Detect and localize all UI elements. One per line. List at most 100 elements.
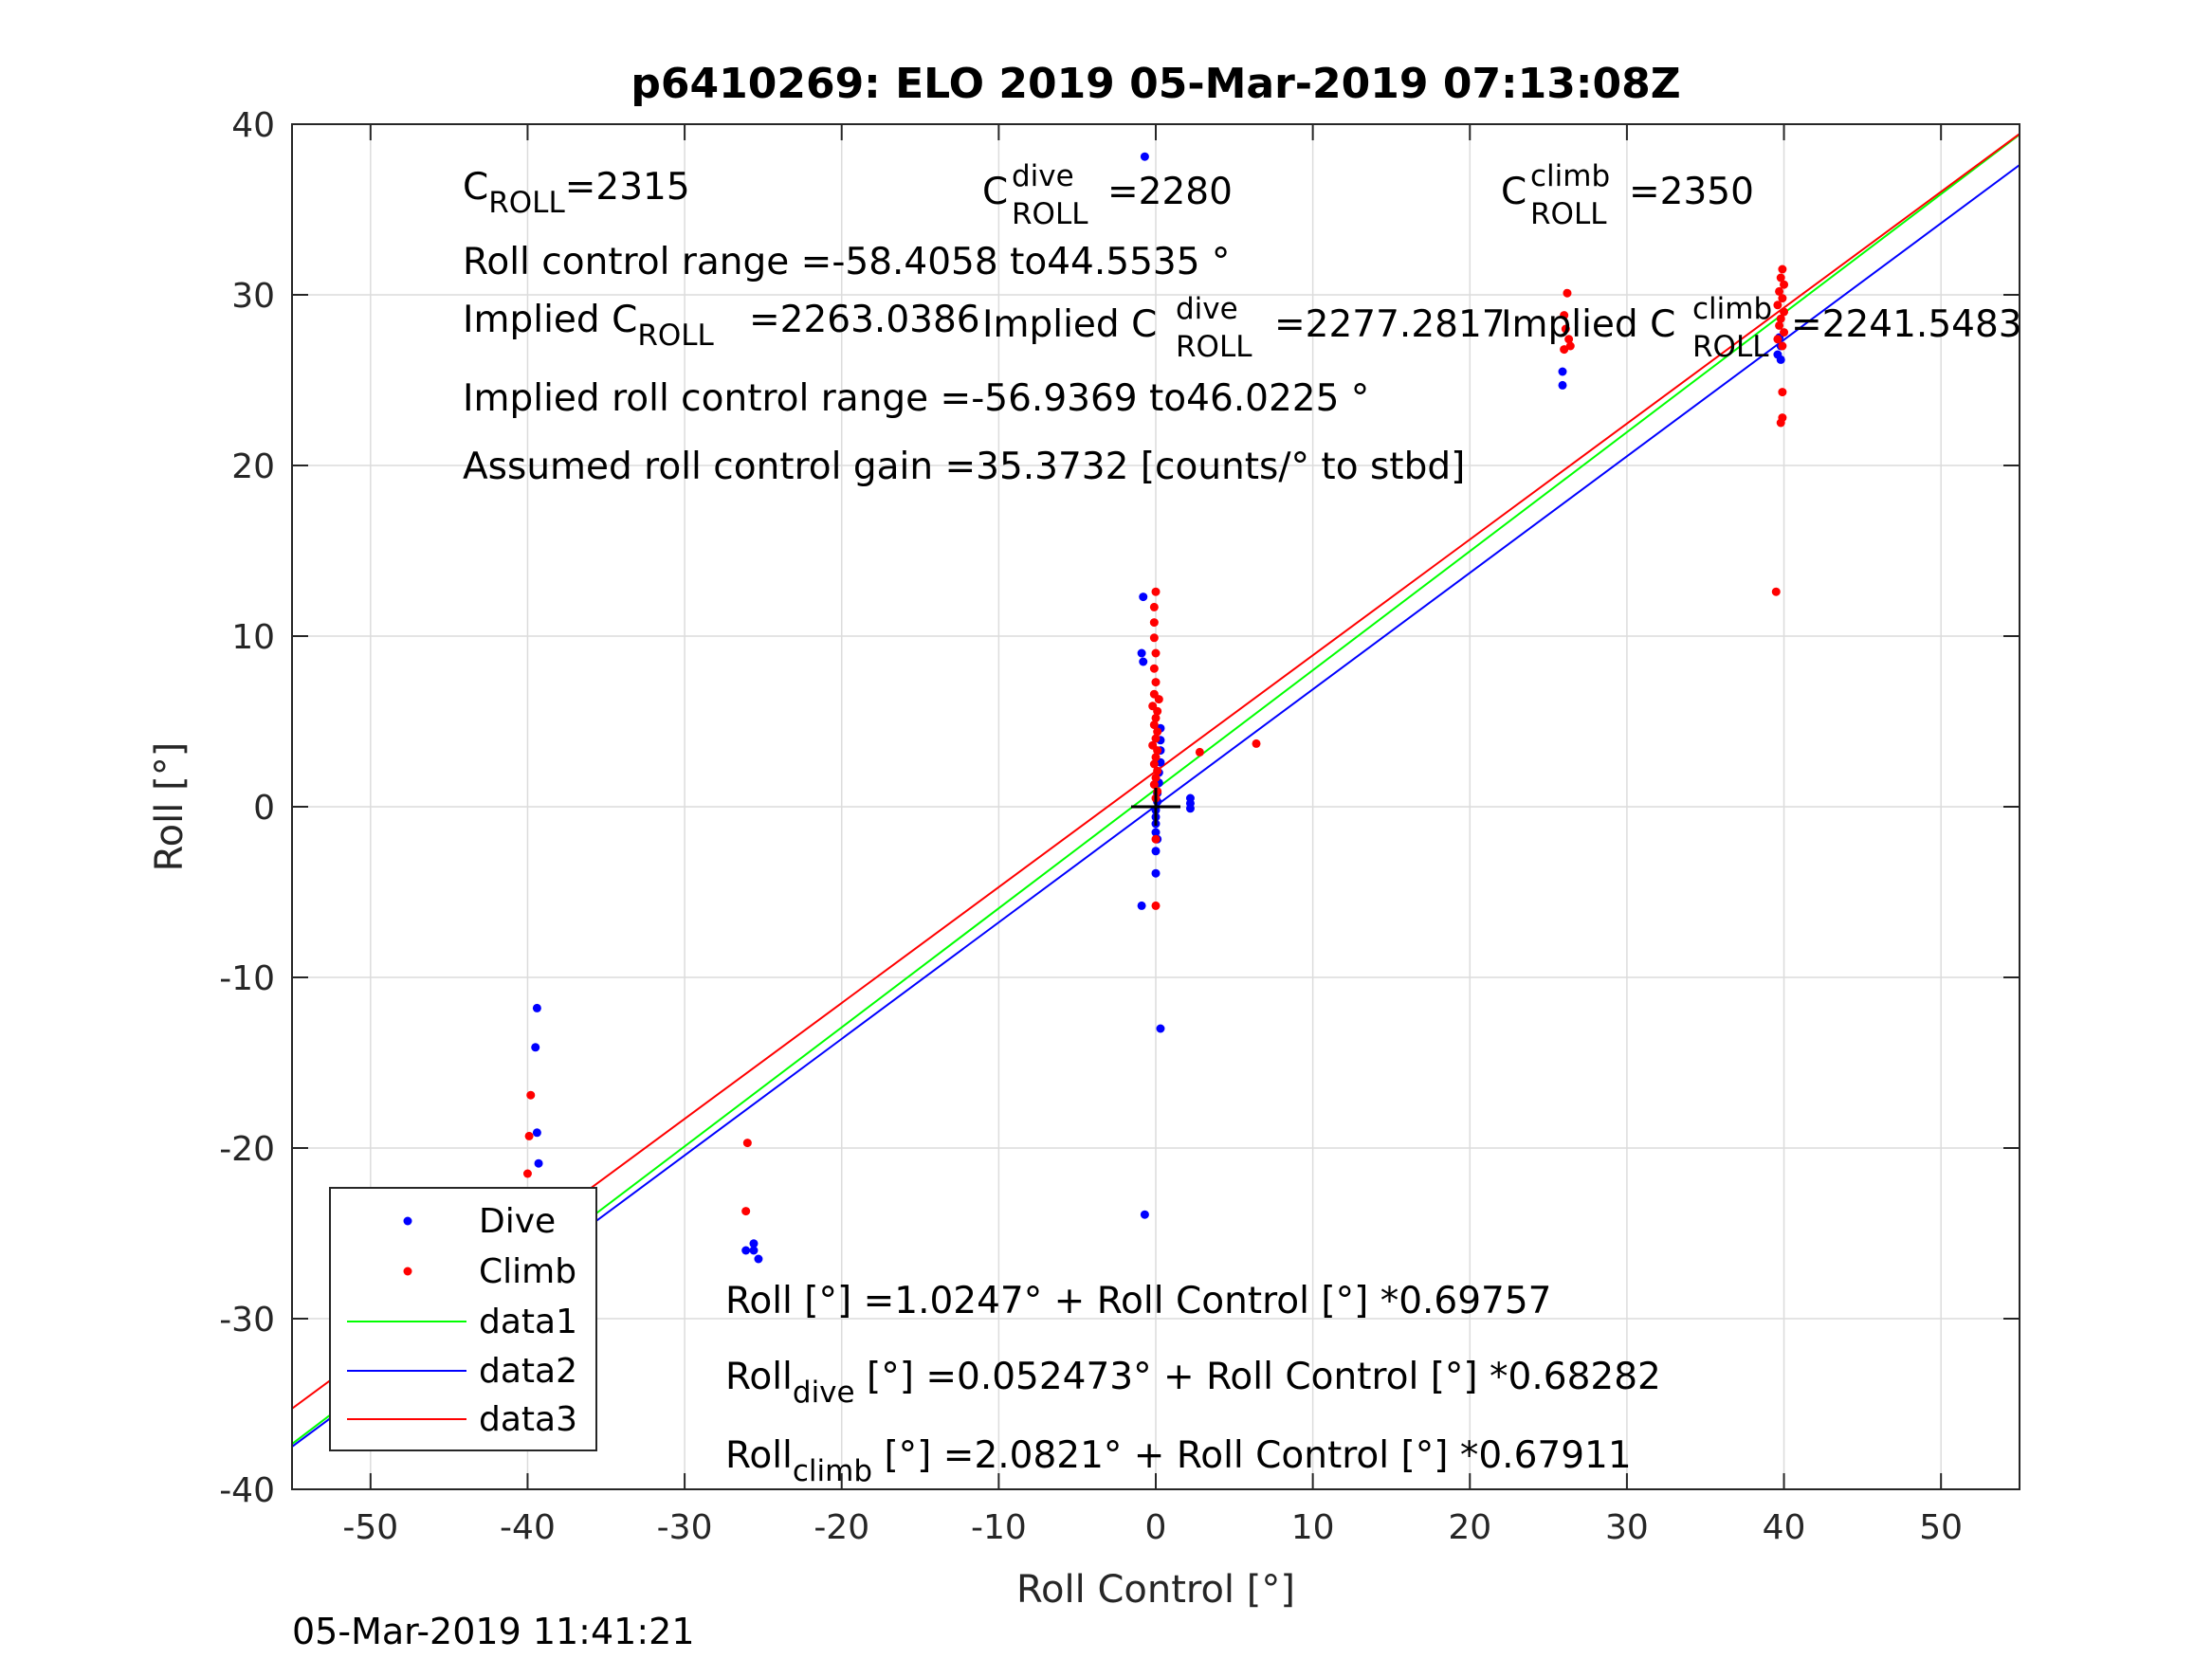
annotations: CROLL=2315 C dive ROLL =2280 C climb ROL… [463, 159, 2022, 1488]
climb-point [1775, 320, 1784, 330]
fit-equation-all: Roll [°] =1.0247° + Roll Control [°] *0.… [725, 1280, 1551, 1322]
x-axis-label: Roll Control [°] [1016, 1568, 1295, 1612]
y-tick-label: 20 [231, 447, 275, 486]
svg-text:climb: climb [1692, 292, 1772, 326]
svg-text:ROLL: ROLL [1012, 197, 1088, 231]
x-tick-label: -20 [814, 1508, 869, 1547]
climb-point [1151, 834, 1161, 844]
dive-point [1151, 868, 1161, 878]
x-tick-label: 50 [1919, 1508, 1963, 1547]
chart-title: p6410269: ELO 2019 05-Mar-2019 07:13:08Z [631, 60, 1680, 108]
climb-point [1775, 286, 1784, 296]
climb-point [741, 1207, 751, 1216]
x-tick-label: 10 [1291, 1508, 1335, 1547]
c-roll-climb-annotation: C climb ROLL =2350 [1501, 159, 1754, 231]
svg-text:dive: dive [1012, 159, 1074, 193]
climb-point [1778, 264, 1787, 274]
implied-c-roll-climb: Implied C climb ROLL =2241.5483 [1501, 292, 2022, 364]
dive-point [1558, 380, 1567, 390]
y-tick-label: -10 [219, 959, 275, 998]
y-tick-label: -20 [219, 1130, 275, 1169]
dive-point [1151, 847, 1161, 856]
climb-point [1154, 695, 1163, 704]
c-roll-annotation: CROLL=2315 [463, 166, 690, 220]
x-tick-label: 20 [1448, 1508, 1491, 1547]
legend: Dive Climb data1 data2 data3 [329, 1187, 597, 1451]
svg-text:dive: dive [1176, 292, 1238, 326]
dive-point [749, 1239, 759, 1249]
svg-text:ROLL: ROLL [1176, 330, 1252, 364]
legend-box [329, 1187, 597, 1451]
y-tick-label: 40 [231, 106, 275, 145]
dive-point [1139, 657, 1148, 666]
y-tick-label: 10 [231, 618, 275, 657]
dive-point [1776, 355, 1785, 364]
implied-roll-control-range: Implied roll control range =-56.9369 to4… [463, 377, 1369, 420]
climb-point [1153, 727, 1162, 737]
dive-point [1137, 901, 1146, 910]
legend-entry-dive: Dive [403, 1202, 556, 1241]
x-tick-label: -50 [342, 1508, 398, 1547]
dive-point [532, 1003, 541, 1012]
legend-entry-data3: data3 [347, 1400, 577, 1439]
climb-point [1151, 648, 1161, 658]
climb-point [1149, 633, 1159, 643]
y-tick-label: 30 [231, 277, 275, 316]
fit-equation-dive: Rolldive [°] =0.052473° + Roll Control [… [725, 1356, 1661, 1410]
center-cross-marker [1131, 788, 1180, 826]
svg-text:ROLL: ROLL [1692, 330, 1769, 364]
legend-label-climb: Climb [479, 1252, 576, 1291]
implied-c-roll-dive: Implied C dive ROLL =2277.2817 [982, 292, 1506, 364]
climb-point [1776, 273, 1785, 283]
svg-text:C: C [982, 171, 1008, 213]
dive-point [1185, 804, 1195, 813]
climb-point [1151, 734, 1161, 743]
climb-point [1153, 746, 1162, 756]
dive-point [1140, 152, 1149, 161]
c-roll-dive-annotation: C dive ROLL =2280 [982, 159, 1233, 231]
legend-label-data1: data1 [479, 1303, 577, 1341]
climb-point [1778, 388, 1787, 397]
climb-point [1778, 294, 1787, 303]
x-tick-label: 30 [1605, 1508, 1649, 1547]
climb-point [1195, 747, 1204, 757]
legend-label-data3: data3 [479, 1400, 577, 1439]
svg-text:=2350: =2350 [1629, 171, 1754, 213]
climb-point [1565, 341, 1575, 351]
dive-point [531, 1043, 540, 1052]
climb-point [1564, 335, 1574, 344]
x-tick-label: -40 [500, 1508, 556, 1547]
climb-point [1149, 618, 1159, 628]
climb-point [1778, 413, 1787, 423]
climb-point [1780, 280, 1789, 289]
dive-point [741, 1246, 751, 1255]
y-axis-label: Roll [°] [148, 742, 192, 872]
timestamp: 05-Mar-2019 11:41:21 [292, 1611, 695, 1652]
roll-control-gain: Assumed roll control gain =35.3732 [coun… [463, 446, 1465, 488]
legend-label-data2: data2 [479, 1352, 577, 1391]
dive-point [749, 1246, 759, 1255]
climb-point [1151, 678, 1161, 687]
legend-entry-data1: data1 [347, 1303, 577, 1341]
dive-point [1137, 648, 1146, 658]
y-tick-label: 0 [253, 789, 275, 828]
implied-c-roll: Implied CROLL =2263.0386 [463, 299, 980, 353]
climb-point [1149, 720, 1159, 730]
climb-point [526, 1090, 536, 1100]
climb-point [1153, 766, 1162, 775]
svg-text:C: C [1501, 171, 1526, 213]
climb-point [1560, 311, 1569, 320]
roll-control-range: Roll control range =-58.4058 to44.5535 ° [463, 241, 1230, 283]
climb-point [1773, 335, 1782, 344]
svg-text:=2241.5483: =2241.5483 [1791, 303, 2022, 346]
climb-point [1149, 602, 1159, 611]
dive-point [534, 1158, 543, 1168]
y-tick-label: -40 [219, 1471, 275, 1510]
svg-text:Implied C: Implied C [982, 303, 1157, 346]
x-tick-label: -30 [657, 1508, 713, 1547]
climb-point [742, 1139, 752, 1148]
x-tick-label: 0 [1145, 1508, 1167, 1547]
dive-point [1140, 1210, 1149, 1219]
climb-point [1560, 345, 1569, 355]
